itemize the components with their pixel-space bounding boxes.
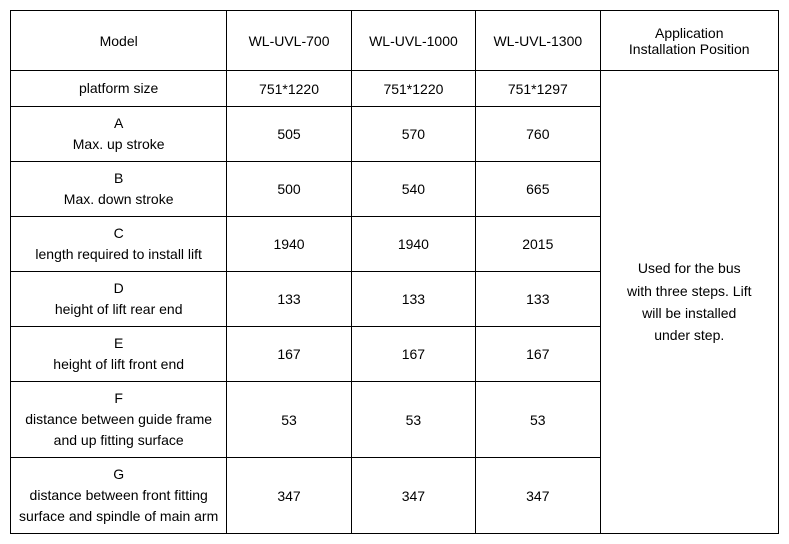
header-app-line1: Application [605, 25, 775, 41]
app-text-l1: Used for the bus [605, 257, 775, 279]
row-desc: height of lift rear end [15, 299, 222, 320]
row-label: E height of lift front end [11, 327, 227, 382]
row-label-platform: platform size [11, 71, 227, 107]
header-col-1: WL-UVL-1000 [351, 11, 475, 71]
header-col-0: WL-UVL-700 [227, 11, 351, 71]
header-app-line2: Installation Position [605, 41, 775, 57]
cell-value: 665 [476, 162, 600, 217]
header-col-2: WL-UVL-1300 [476, 11, 600, 71]
row-label: D height of lift rear end [11, 272, 227, 327]
cell-value: 347 [476, 458, 600, 534]
row-label: F distance between guide frame and up fi… [11, 382, 227, 458]
row-code: G [15, 464, 222, 485]
cell-value: 760 [476, 107, 600, 162]
row-desc: distance between guide frame and up fitt… [15, 409, 222, 451]
row-label: B Max. down stroke [11, 162, 227, 217]
cell-value: 751*1220 [351, 71, 475, 107]
row-label: G distance between front fitting surface… [11, 458, 227, 534]
cell-value: 133 [351, 272, 475, 327]
cell-value: 570 [351, 107, 475, 162]
row-desc: Max. down stroke [15, 189, 222, 210]
cell-value: 1940 [227, 217, 351, 272]
cell-value: 751*1297 [476, 71, 600, 107]
app-text-l4: under step. [605, 324, 775, 346]
table-header-row: Model WL-UVL-700 WL-UVL-1000 WL-UVL-1300… [11, 11, 779, 71]
row-code: E [15, 333, 222, 354]
cell-value: 540 [351, 162, 475, 217]
row-label: A Max. up stroke [11, 107, 227, 162]
cell-value: 347 [227, 458, 351, 534]
cell-value: 2015 [476, 217, 600, 272]
cell-value: 133 [227, 272, 351, 327]
app-text-l3: will be installed [605, 302, 775, 324]
row-code: F [15, 388, 222, 409]
cell-value: 500 [227, 162, 351, 217]
cell-value: 53 [476, 382, 600, 458]
cell-value: 53 [227, 382, 351, 458]
cell-value: 347 [351, 458, 475, 534]
cell-value: 505 [227, 107, 351, 162]
application-cell: Used for the bus with three steps. Lift … [600, 71, 779, 534]
cell-value: 1940 [351, 217, 475, 272]
cell-value: 167 [227, 327, 351, 382]
cell-value: 167 [351, 327, 475, 382]
row-code: C [15, 223, 222, 244]
row-label: C length required to install lift [11, 217, 227, 272]
row-code: B [15, 168, 222, 189]
row-desc: height of lift front end [15, 354, 222, 375]
row-desc: Max. up stroke [15, 134, 222, 155]
row-desc: length required to install lift [15, 244, 222, 265]
app-text-l2: with three steps. Lift [605, 280, 775, 302]
cell-value: 133 [476, 272, 600, 327]
cell-value: 751*1220 [227, 71, 351, 107]
header-application: Application Installation Position [600, 11, 779, 71]
cell-value: 53 [351, 382, 475, 458]
cell-value: 167 [476, 327, 600, 382]
header-model: Model [11, 11, 227, 71]
row-code: D [15, 278, 222, 299]
spec-table: Model WL-UVL-700 WL-UVL-1000 WL-UVL-1300… [10, 10, 779, 534]
row-code: A [15, 113, 222, 134]
table-row: platform size 751*1220 751*1220 751*1297… [11, 71, 779, 107]
